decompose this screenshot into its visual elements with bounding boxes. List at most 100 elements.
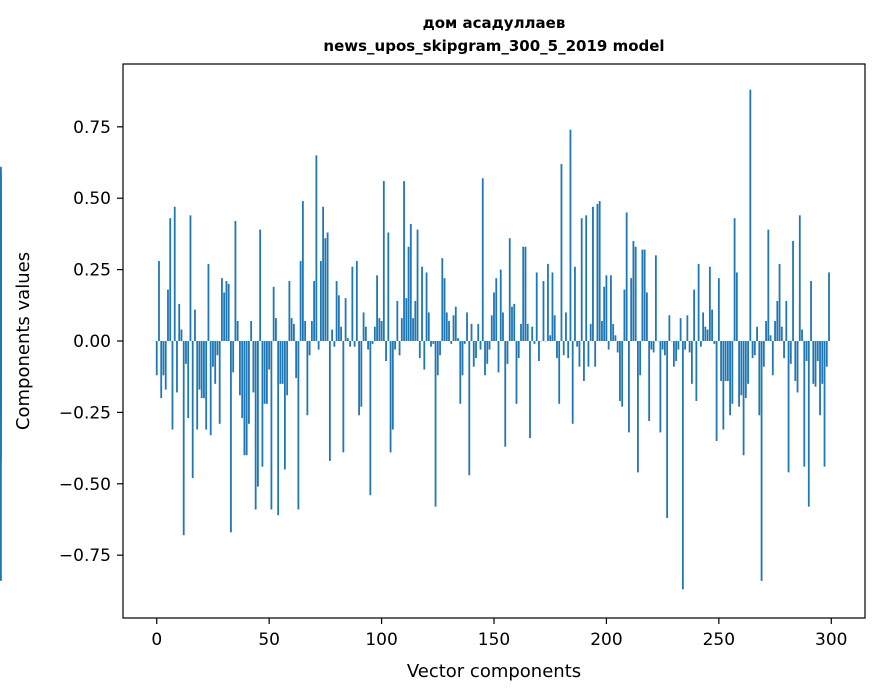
bar-185 — [571, 341, 574, 424]
bar-128 — [443, 278, 446, 341]
bar-26 — [214, 341, 217, 384]
bar-191 — [585, 215, 588, 341]
bar-131 — [450, 341, 453, 344]
bar-282 — [789, 341, 792, 364]
bar-133 — [454, 306, 457, 341]
bar-12 — [182, 341, 185, 536]
bar-155 — [504, 341, 507, 447]
y-axis-label: Components values — [13, 252, 34, 430]
bar-98 — [376, 275, 378, 341]
bar-177 — [553, 315, 556, 341]
y-tick-label-0.5: 0.50 — [73, 189, 111, 209]
bar-262 — [744, 341, 747, 399]
bar-212 — [632, 241, 635, 341]
bar-268 — [758, 341, 761, 416]
bar-87 — [351, 266, 354, 341]
bar-271 — [765, 321, 767, 341]
bar-24 — [209, 341, 212, 436]
bar-120 — [425, 272, 428, 341]
bar-164 — [524, 246, 527, 341]
bar-189 — [580, 218, 583, 341]
bar-143 — [477, 323, 480, 341]
bar-319 — [0, 341, 2, 581]
bar-275 — [774, 321, 776, 341]
bar-32 — [227, 283, 230, 341]
bar-231 — [675, 341, 678, 361]
bar-217 — [643, 249, 646, 341]
bar-237 — [688, 341, 691, 353]
bar-34 — [232, 341, 235, 373]
bar-30 — [223, 292, 226, 341]
bar-201 — [607, 341, 610, 350]
y-tick-label--0.75: −0.75 — [59, 546, 111, 566]
bar-123 — [432, 341, 435, 344]
y-tick-label--0.25: −0.25 — [59, 403, 111, 423]
bar-18 — [196, 341, 199, 430]
x-tick-label-100: 100 — [365, 630, 397, 650]
bar-43 — [252, 341, 255, 393]
bar-113 — [409, 223, 412, 341]
bar-5 — [167, 289, 169, 341]
bar-90 — [358, 341, 360, 416]
bar-206 — [619, 341, 621, 401]
bar-240 — [695, 341, 698, 401]
bar-181 — [562, 341, 565, 356]
bar-8 — [173, 206, 176, 341]
bar-250 — [717, 278, 720, 341]
bar-232 — [677, 341, 680, 350]
bar-55 — [279, 341, 282, 384]
bar-204 — [614, 335, 617, 341]
x-tick-label-150: 150 — [478, 630, 510, 650]
bar-172 — [542, 281, 545, 341]
bar-1 — [158, 261, 160, 341]
bar-127 — [441, 258, 444, 341]
bar-145 — [481, 178, 484, 341]
bar-11 — [180, 329, 183, 341]
bar-158 — [511, 306, 513, 341]
bar-83 — [342, 341, 345, 453]
bar-167 — [531, 326, 534, 341]
bar-159 — [513, 303, 516, 341]
y-tick-label-0.25: 0.25 — [73, 261, 111, 281]
bar-194 — [592, 206, 594, 341]
bar-50 — [268, 341, 271, 370]
bar-233 — [679, 318, 682, 341]
bar-51 — [270, 341, 273, 510]
bar-94 — [367, 341, 369, 350]
bar-130 — [448, 321, 450, 341]
bar-0 — [155, 341, 158, 376]
bar-221 — [652, 341, 655, 353]
bar-112 — [407, 246, 410, 341]
bar-82 — [340, 326, 342, 341]
bar-65 — [301, 201, 304, 341]
bar-239 — [693, 289, 696, 341]
bar-187 — [576, 341, 579, 347]
bar-205 — [616, 341, 619, 353]
bar-244 — [704, 326, 707, 341]
bar-215 — [639, 341, 642, 376]
bars-group — [0, 89, 830, 590]
bar-37 — [239, 341, 241, 396]
bar-247 — [711, 309, 713, 341]
bar-110 — [403, 181, 405, 341]
bar-7 — [171, 341, 174, 430]
bar-252 — [722, 341, 725, 430]
bar-151 — [495, 278, 498, 341]
bar-9 — [176, 341, 178, 393]
bar-238 — [690, 341, 693, 384]
bar-115 — [414, 301, 417, 341]
chart-title: дом асадуллаев — [423, 14, 566, 32]
bar-134 — [457, 338, 459, 341]
bar-241 — [697, 263, 700, 341]
bar-257 — [733, 218, 736, 341]
bar-99 — [378, 318, 381, 341]
bar-246 — [708, 266, 711, 341]
bar-265 — [751, 341, 754, 359]
bar-260 — [740, 341, 743, 396]
bar-163 — [522, 246, 525, 341]
bar-64 — [299, 261, 302, 341]
bar-287 — [801, 329, 803, 341]
bar-216 — [641, 249, 644, 341]
bar-266 — [753, 341, 756, 356]
